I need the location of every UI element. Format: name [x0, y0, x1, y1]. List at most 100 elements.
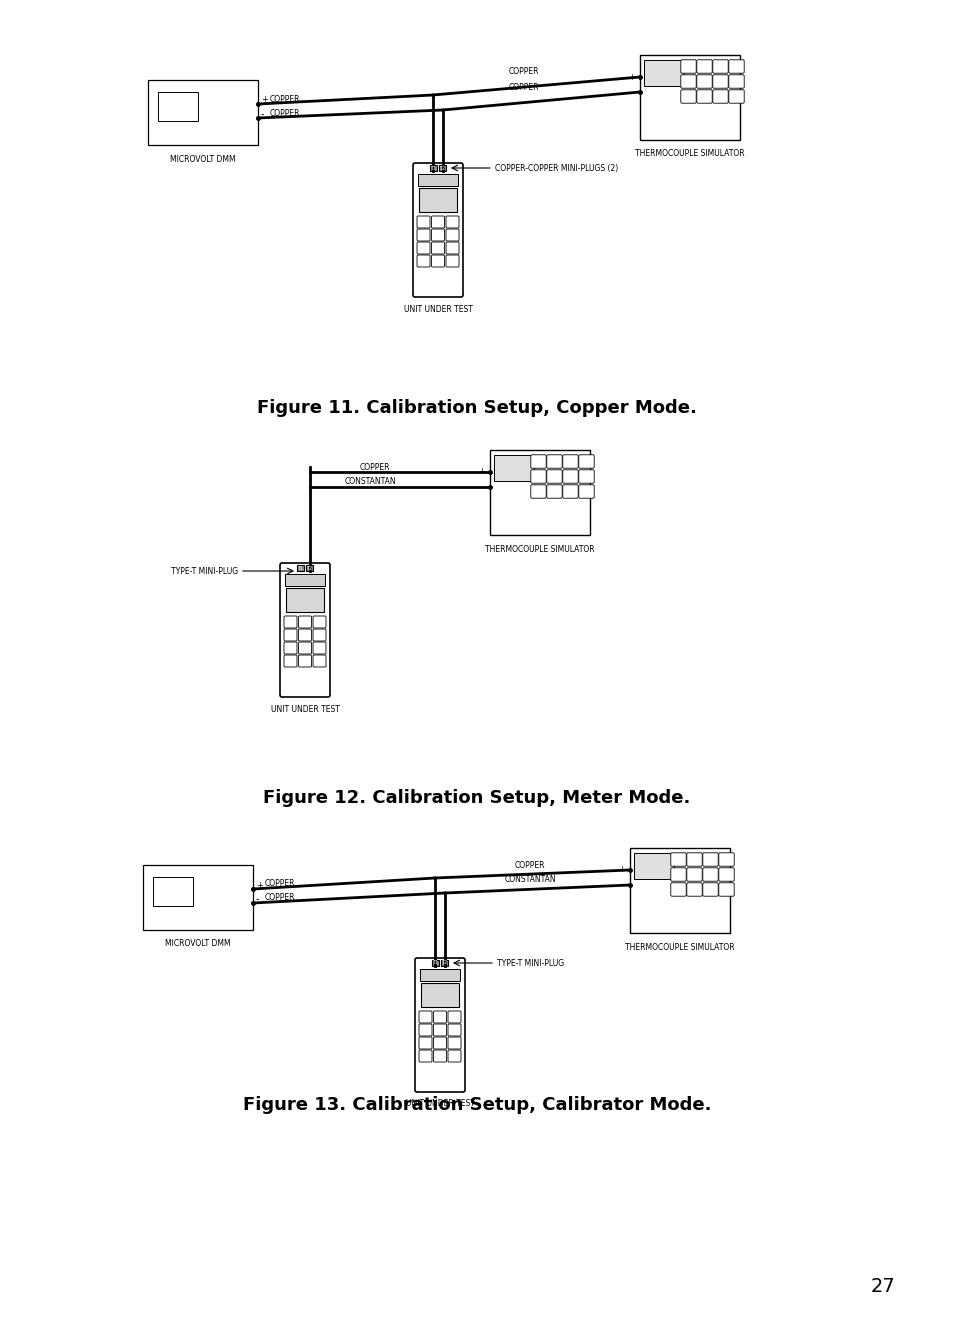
Text: COPPER-COPPER MINI-PLUGS (2): COPPER-COPPER MINI-PLUGS (2)	[495, 163, 618, 173]
FancyBboxPatch shape	[578, 455, 594, 468]
Text: THERMOCOUPLE SIMULATOR: THERMOCOUPLE SIMULATOR	[635, 149, 744, 158]
FancyBboxPatch shape	[680, 75, 696, 88]
FancyBboxPatch shape	[712, 90, 727, 103]
FancyBboxPatch shape	[696, 59, 712, 74]
Text: T1: T1	[297, 565, 303, 571]
Text: Figure 13. Calibration Setup, Calibrator Mode.: Figure 13. Calibration Setup, Calibrator…	[242, 1097, 711, 1114]
Bar	[494, 455, 534, 481]
Text: COPPER: COPPER	[265, 879, 295, 888]
FancyBboxPatch shape	[562, 469, 578, 484]
Text: TYPE-T MINI-PLUG: TYPE-T MINI-PLUG	[171, 567, 237, 576]
FancyBboxPatch shape	[712, 59, 727, 74]
Bar	[418, 188, 456, 212]
FancyBboxPatch shape	[298, 655, 312, 667]
Text: T1: T1	[430, 166, 436, 170]
FancyBboxPatch shape	[728, 75, 743, 88]
Bar	[417, 174, 457, 186]
FancyBboxPatch shape	[313, 642, 326, 654]
FancyBboxPatch shape	[433, 1024, 446, 1036]
FancyBboxPatch shape	[448, 1050, 460, 1062]
Text: UNIT UNDER TEST: UNIT UNDER TEST	[403, 304, 472, 314]
FancyBboxPatch shape	[696, 75, 712, 88]
FancyBboxPatch shape	[415, 958, 464, 1093]
Text: THERMOCOUPLE SIMULATOR: THERMOCOUPLE SIMULATOR	[485, 544, 594, 554]
FancyBboxPatch shape	[546, 469, 561, 484]
Bar	[643, 61, 683, 86]
FancyBboxPatch shape	[530, 455, 546, 468]
Text: UNIT UNDER TEST: UNIT UNDER TEST	[271, 705, 339, 713]
FancyBboxPatch shape	[696, 90, 712, 103]
FancyBboxPatch shape	[298, 629, 312, 641]
FancyBboxPatch shape	[280, 563, 330, 697]
Text: COPPER: COPPER	[515, 861, 545, 870]
FancyBboxPatch shape	[686, 853, 701, 866]
FancyBboxPatch shape	[578, 469, 594, 484]
FancyBboxPatch shape	[680, 59, 696, 74]
Text: UNIT UNDER TEST: UNIT UNDER TEST	[405, 1099, 474, 1108]
FancyBboxPatch shape	[431, 254, 444, 268]
FancyBboxPatch shape	[416, 216, 430, 228]
Bar	[634, 853, 673, 879]
Bar	[419, 969, 459, 981]
FancyBboxPatch shape	[448, 1011, 460, 1023]
FancyBboxPatch shape	[413, 163, 462, 297]
FancyBboxPatch shape	[313, 616, 326, 627]
Bar	[284, 575, 325, 587]
Text: COPPER: COPPER	[270, 95, 300, 104]
FancyBboxPatch shape	[718, 853, 734, 866]
FancyBboxPatch shape	[284, 642, 296, 654]
FancyBboxPatch shape	[562, 485, 578, 498]
FancyBboxPatch shape	[418, 1037, 432, 1049]
FancyBboxPatch shape	[530, 469, 546, 484]
FancyBboxPatch shape	[418, 1011, 432, 1023]
FancyBboxPatch shape	[718, 883, 734, 896]
FancyBboxPatch shape	[431, 243, 444, 254]
Bar	[306, 565, 313, 571]
FancyBboxPatch shape	[418, 1050, 432, 1062]
Text: MICROVOLT DMM: MICROVOLT DMM	[170, 154, 235, 163]
Text: +: +	[261, 95, 268, 104]
FancyBboxPatch shape	[284, 616, 296, 627]
Bar	[296, 565, 304, 571]
Bar	[143, 865, 253, 931]
FancyBboxPatch shape	[728, 90, 743, 103]
Text: -: -	[620, 880, 624, 890]
Text: -: -	[261, 109, 264, 119]
FancyBboxPatch shape	[284, 655, 296, 667]
Text: COPPER: COPPER	[265, 894, 295, 903]
Bar	[639, 55, 740, 140]
Text: +: +	[627, 72, 635, 82]
FancyBboxPatch shape	[670, 867, 685, 882]
FancyBboxPatch shape	[418, 1024, 432, 1036]
Bar	[158, 92, 197, 121]
FancyBboxPatch shape	[431, 216, 444, 228]
Bar	[285, 588, 324, 612]
FancyBboxPatch shape	[530, 485, 546, 498]
Bar	[432, 960, 438, 966]
FancyBboxPatch shape	[680, 90, 696, 103]
Text: -: -	[631, 87, 635, 98]
Text: Figure 11. Calibration Setup, Copper Mode.: Figure 11. Calibration Setup, Copper Mod…	[256, 399, 697, 416]
FancyBboxPatch shape	[433, 1050, 446, 1062]
Bar	[440, 960, 448, 966]
Text: CONSTANTAN: CONSTANTAN	[504, 875, 556, 884]
FancyBboxPatch shape	[712, 75, 727, 88]
FancyBboxPatch shape	[546, 485, 561, 498]
FancyBboxPatch shape	[416, 243, 430, 254]
FancyBboxPatch shape	[446, 243, 458, 254]
FancyBboxPatch shape	[702, 883, 718, 896]
Text: Figure 12. Calibration Setup, Meter Mode.: Figure 12. Calibration Setup, Meter Mode…	[263, 789, 690, 807]
FancyBboxPatch shape	[546, 455, 561, 468]
Text: 27: 27	[869, 1277, 894, 1296]
FancyBboxPatch shape	[313, 655, 326, 667]
Text: THERMOCOUPLE SIMULATOR: THERMOCOUPLE SIMULATOR	[624, 942, 734, 952]
FancyBboxPatch shape	[562, 455, 578, 468]
FancyBboxPatch shape	[446, 254, 458, 268]
Text: COPPER: COPPER	[359, 463, 390, 472]
FancyBboxPatch shape	[448, 1024, 460, 1036]
FancyBboxPatch shape	[686, 867, 701, 882]
FancyBboxPatch shape	[313, 629, 326, 641]
Bar	[629, 847, 729, 933]
FancyBboxPatch shape	[686, 883, 701, 896]
Text: COPPER: COPPER	[509, 83, 539, 91]
